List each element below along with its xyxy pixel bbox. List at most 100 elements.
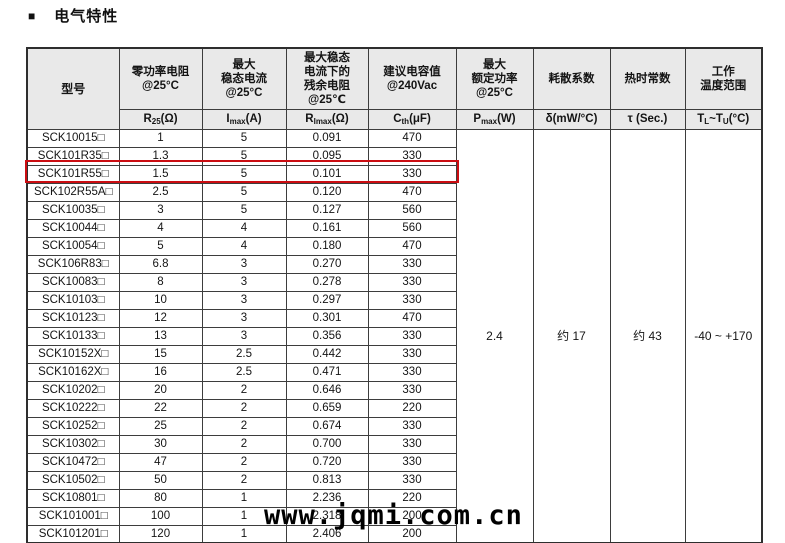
column-unit: Cth(μF) — [367, 108, 457, 130]
cell-rimax: 0.270 — [285, 254, 369, 274]
cell-model: SCK10054□ — [26, 236, 120, 256]
cell-model: SCK10044□ — [26, 218, 120, 238]
cell-imax: 2.5 — [201, 344, 287, 364]
table-row: SCK10083□ 8 3 0.278 330 — [26, 272, 762, 292]
watermark: www.jqmi.com.cn — [264, 500, 523, 531]
cell-rimax: 0.127 — [285, 200, 369, 220]
cell-rimax: 0.297 — [285, 290, 369, 310]
cell-r25: 6.8 — [118, 254, 203, 274]
section-title-text: 电气特性 — [54, 8, 119, 25]
cell-model: SCK101R35□ — [26, 146, 120, 166]
cell-imax: 1 — [201, 506, 287, 526]
column-unit: TL~TU(°C) — [684, 108, 763, 130]
header-row-units: R25(Ω) Imax(A) RImax(Ω) Cth(μF) Pmax(W) δ(mW/… — [27, 108, 763, 130]
cell-cth: 200 — [367, 524, 457, 543]
bullet-square-icon: ■ — [28, 8, 37, 23]
cell-imax: 1 — [201, 524, 287, 543]
cell-imax: 3 — [201, 254, 287, 274]
cell-rimax: 2.236 — [285, 488, 369, 508]
cell-model: SCK10133□ — [26, 326, 120, 346]
cell-model: SCK10152X□ — [26, 344, 120, 364]
cell-r25: 120 — [118, 524, 203, 543]
column-unit: Pmax(W) — [455, 108, 534, 130]
table-row: SCK10103□ 10 3 0.297 330 — [26, 290, 762, 310]
cell-cth: 330 — [367, 326, 457, 346]
table-row: SCK10133□ 13 3 0.356 330 — [26, 326, 762, 346]
table-body: SCK10015□ 1 5 0.091 470 2.4 约 17 约 43 -40 ~ +170… — [26, 128, 763, 543]
cell-r25: 20 — [118, 380, 203, 400]
cell-r25: 12 — [118, 308, 203, 328]
cell-r25: 80 — [118, 488, 203, 508]
cell-model: SCK10083□ — [26, 272, 120, 292]
cell-rimax: 0.161 — [285, 218, 369, 238]
table-row: SCK10035□ 3 5 0.127 560 — [26, 200, 762, 220]
cell-imax: 5 — [201, 146, 287, 166]
merged-cell-delta: 约 17 — [532, 128, 611, 543]
cell-cth: 330 — [367, 380, 457, 400]
cell-r25: 1.5 — [118, 164, 203, 184]
cell-imax: 2 — [201, 452, 287, 472]
cell-model: SCK102R55A□ — [26, 182, 120, 202]
cell-model: SCK10015□ — [26, 128, 120, 148]
cell-cth: 330 — [367, 290, 457, 310]
column-unit: RImax(Ω) — [285, 108, 369, 130]
table-row: SCK102R55A□ 2.5 5 0.120 470 — [26, 182, 762, 202]
cell-model: SCK10123□ — [26, 308, 120, 328]
cell-r25: 25 — [118, 416, 203, 436]
table-row: SCK10044□ 4 4 0.161 560 — [26, 218, 762, 238]
table-row: SCK10015□ 1 5 0.091 470 2.4 约 17 约 43 -40 ~ +170 — [26, 128, 763, 543]
header-row-titles: 型号 零功率电阻 @25°C 最大 稳态电流 @25°C 最大稳态 电流下的 残余电阻 @25℃… — [26, 47, 763, 130]
cell-cth: 220 — [367, 488, 457, 508]
cell-model: SCK10252□ — [26, 416, 120, 436]
cell-cth: 330 — [367, 416, 457, 436]
cell-rimax: 0.095 — [285, 146, 369, 166]
table-row: SCK10801□ 80 1 2.236 220 — [26, 488, 762, 508]
cell-imax: 2.5 — [201, 362, 287, 382]
cell-rimax: 0.120 — [285, 182, 369, 202]
cell-r25: 47 — [118, 452, 203, 472]
cell-r25: 15 — [118, 344, 203, 364]
merged-cell-pmax: 2.4 — [455, 128, 534, 543]
cell-model: SCK10801□ — [26, 488, 120, 508]
cell-rimax: 0.471 — [285, 362, 369, 382]
cell-rimax: 0.180 — [285, 236, 369, 256]
cell-imax: 2 — [201, 416, 287, 436]
cell-cth: 330 — [367, 272, 457, 292]
table-row: SCK10162X□ 16 2.5 0.471 330 — [26, 362, 762, 382]
table-row: SCK10252□ 25 2 0.674 330 — [26, 416, 762, 436]
cell-model: SCK106R83□ — [26, 254, 120, 274]
table-row: SCK10152X□ 15 2.5 0.442 330 — [26, 344, 762, 364]
column-header: 零功率电阻 @25°C — [118, 47, 203, 110]
cell-imax: 2 — [201, 434, 287, 454]
cell-cth: 470 — [367, 182, 457, 202]
table-row: SCK106R83□ 6.8 3 0.270 330 — [26, 254, 762, 274]
cell-model: SCK10202□ — [26, 380, 120, 400]
cell-imax: 5 — [201, 200, 287, 220]
cell-r25: 30 — [118, 434, 203, 454]
column-header: 耗散系数 — [532, 47, 611, 110]
cell-rimax: 0.101 — [285, 164, 369, 184]
cell-cth: 560 — [367, 200, 457, 220]
cell-rimax: 0.674 — [285, 416, 369, 436]
cell-cth: 330 — [367, 362, 457, 382]
merged-cell-temp-range: -40 ~ +170 — [684, 128, 763, 543]
cell-r25: 3 — [118, 200, 203, 220]
cell-r25: 100 — [118, 506, 203, 526]
cell-cth: 470 — [367, 236, 457, 256]
column-header: 最大稳态 电流下的 残余电阻 @25℃ — [285, 47, 369, 110]
table-row: SCK101201□ 120 1 2.406 200 — [26, 524, 762, 543]
cell-rimax: 0.720 — [285, 452, 369, 472]
cell-cth: 330 — [367, 434, 457, 454]
table-row: SCK10202□ 20 2 0.646 330 — [26, 380, 762, 400]
cell-cth: 330 — [367, 470, 457, 490]
table-row: SCK10123□ 12 3 0.301 470 — [26, 308, 762, 328]
cell-r25: 13 — [118, 326, 203, 346]
cell-model: SCK10035□ — [26, 200, 120, 220]
cell-imax: 5 — [201, 128, 287, 148]
cell-r25: 2.5 — [118, 182, 203, 202]
cell-model: SCK10162X□ — [26, 362, 120, 382]
column-unit: τ (Sec.) — [609, 108, 686, 130]
column-header: 热时常数 — [609, 47, 686, 110]
column-unit: Imax(A) — [201, 108, 287, 130]
